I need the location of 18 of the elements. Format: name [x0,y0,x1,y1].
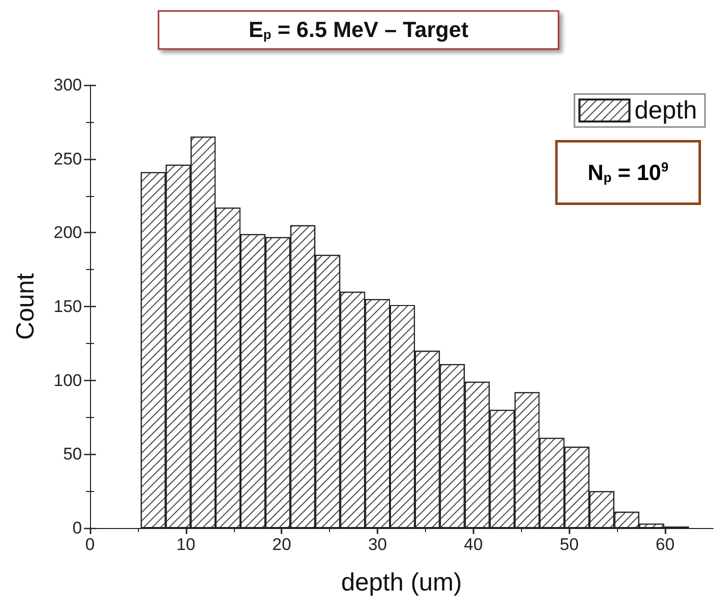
legend-label: depth [634,96,697,124]
chart-title: Ep = 6.5 MeV – Target [248,16,470,42]
x-tick-label: 10 [176,535,196,554]
x-tick-label: 20 [272,535,292,554]
y-tick-label: 150 [54,297,82,316]
y-axis-title: Count [12,273,40,340]
x-tick-label: 30 [368,535,387,554]
x-tick-label: 60 [656,535,675,554]
y-tick-label: 50 [63,444,82,464]
y-tick-label: 0 [72,518,82,538]
y-tick-label: 250 [54,149,82,168]
x-tick-label: 50 [560,535,579,554]
y-tick-label: 200 [54,223,82,242]
y-tick-label: 300 [54,76,82,94]
x-axis-title: depth (um) [341,568,462,596]
y-tick-label: 100 [54,370,82,390]
x-tick-label: 0 [85,535,95,554]
x-tick-label: 40 [464,535,483,554]
